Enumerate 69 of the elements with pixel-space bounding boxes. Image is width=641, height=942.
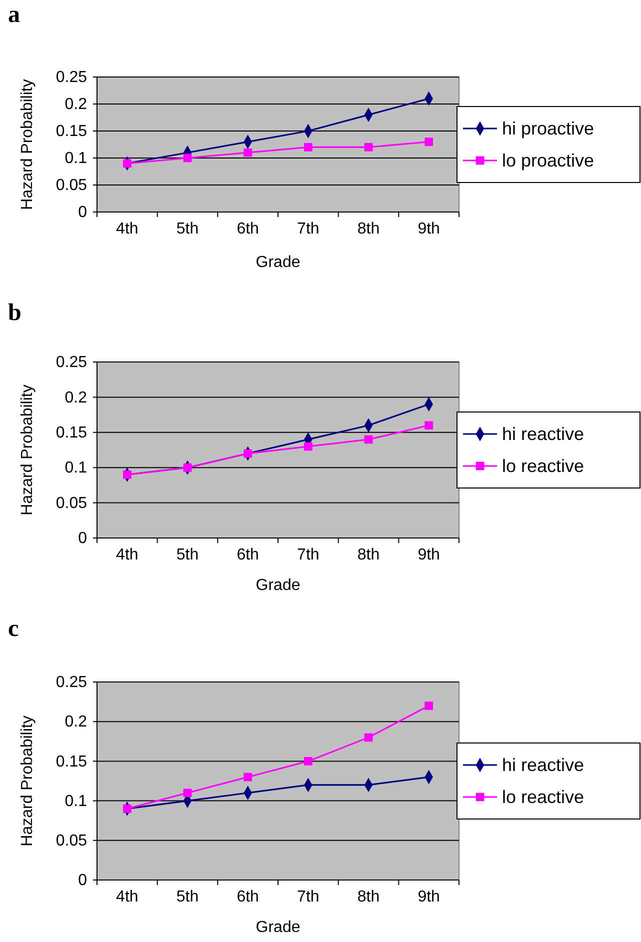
y-tick-label: 0.05 xyxy=(56,494,88,512)
x-tick-label: 7th xyxy=(297,546,320,564)
legend-label: hi reactive xyxy=(502,755,584,775)
x-tick-label: 4th xyxy=(116,220,138,238)
point xyxy=(424,138,434,146)
point xyxy=(122,159,132,168)
x-tick-label: 8th xyxy=(357,220,380,238)
point xyxy=(304,143,312,152)
y-tick-label: 0.2 xyxy=(64,389,88,406)
x-axis-title: Grade xyxy=(256,577,300,594)
point xyxy=(424,702,434,710)
point xyxy=(304,757,312,766)
point xyxy=(122,804,132,813)
point xyxy=(183,788,192,798)
x-tick-label: 6th xyxy=(236,888,259,906)
point xyxy=(364,435,373,444)
point xyxy=(244,148,252,157)
y-tick-label: 0.25 xyxy=(56,674,88,692)
y-tick-label: 0 xyxy=(78,530,88,548)
x-tick-label: 7th xyxy=(297,888,320,906)
point xyxy=(244,772,252,782)
x-tick-label: 4th xyxy=(116,546,138,564)
legend-label: lo reactive xyxy=(502,787,584,807)
y-tick-label: 0.15 xyxy=(56,123,88,140)
x-tick-label: 9th xyxy=(418,220,440,238)
x-tick-label: 6th xyxy=(236,220,259,238)
x-tick-label: 5th xyxy=(176,220,199,238)
chart-title: a xyxy=(8,2,20,28)
x-tick-label: 4th xyxy=(116,888,138,906)
x-tick-label: 6th xyxy=(236,546,259,564)
y-tick-label: 0.1 xyxy=(64,150,88,168)
point xyxy=(183,154,192,162)
chart-title: c xyxy=(8,616,19,642)
x-tick-label: 7th xyxy=(297,220,320,238)
y-tick-label: 0.25 xyxy=(56,354,88,372)
point xyxy=(183,463,192,472)
x-tick-label: 8th xyxy=(357,546,380,564)
y-axis-title: Hazard Probability xyxy=(19,716,36,846)
y-tick-label: 0.1 xyxy=(64,460,88,477)
point xyxy=(244,449,252,458)
point xyxy=(304,442,312,451)
y-tick-label: 0.2 xyxy=(64,714,88,731)
y-tick-label: 0.05 xyxy=(56,177,88,194)
x-axis-title: Grade xyxy=(256,254,300,271)
legend-label: lo reactive xyxy=(502,456,584,476)
x-tick-label: 8th xyxy=(357,888,380,906)
legend-label: lo proactive xyxy=(502,150,594,170)
y-axis-title: Hazard Probability xyxy=(19,79,36,210)
y-tick-label: 0.25 xyxy=(56,69,88,86)
x-axis-title: Grade xyxy=(256,919,300,936)
point xyxy=(424,421,434,430)
x-tick-label: 9th xyxy=(418,888,440,906)
point xyxy=(364,143,373,152)
x-tick-label: 9th xyxy=(418,546,440,564)
y-tick-label: 0.2 xyxy=(64,96,88,114)
legend-label: hi reactive xyxy=(502,424,584,444)
point xyxy=(364,733,373,742)
x-tick-label: 5th xyxy=(176,546,199,564)
y-tick-label: 0.15 xyxy=(56,424,88,442)
point xyxy=(122,470,132,479)
y-axis-title: Hazard Probability xyxy=(19,384,36,516)
y-tick-label: 0 xyxy=(78,872,88,890)
y-tick-label: 0.1 xyxy=(64,792,88,810)
legend-label: hi proactive xyxy=(502,118,594,138)
y-tick-label: 0 xyxy=(78,204,88,222)
y-tick-label: 0.05 xyxy=(56,832,88,850)
y-tick-label: 0.15 xyxy=(56,753,88,770)
chart-title: b xyxy=(8,300,22,326)
x-tick-label: 5th xyxy=(176,888,199,906)
